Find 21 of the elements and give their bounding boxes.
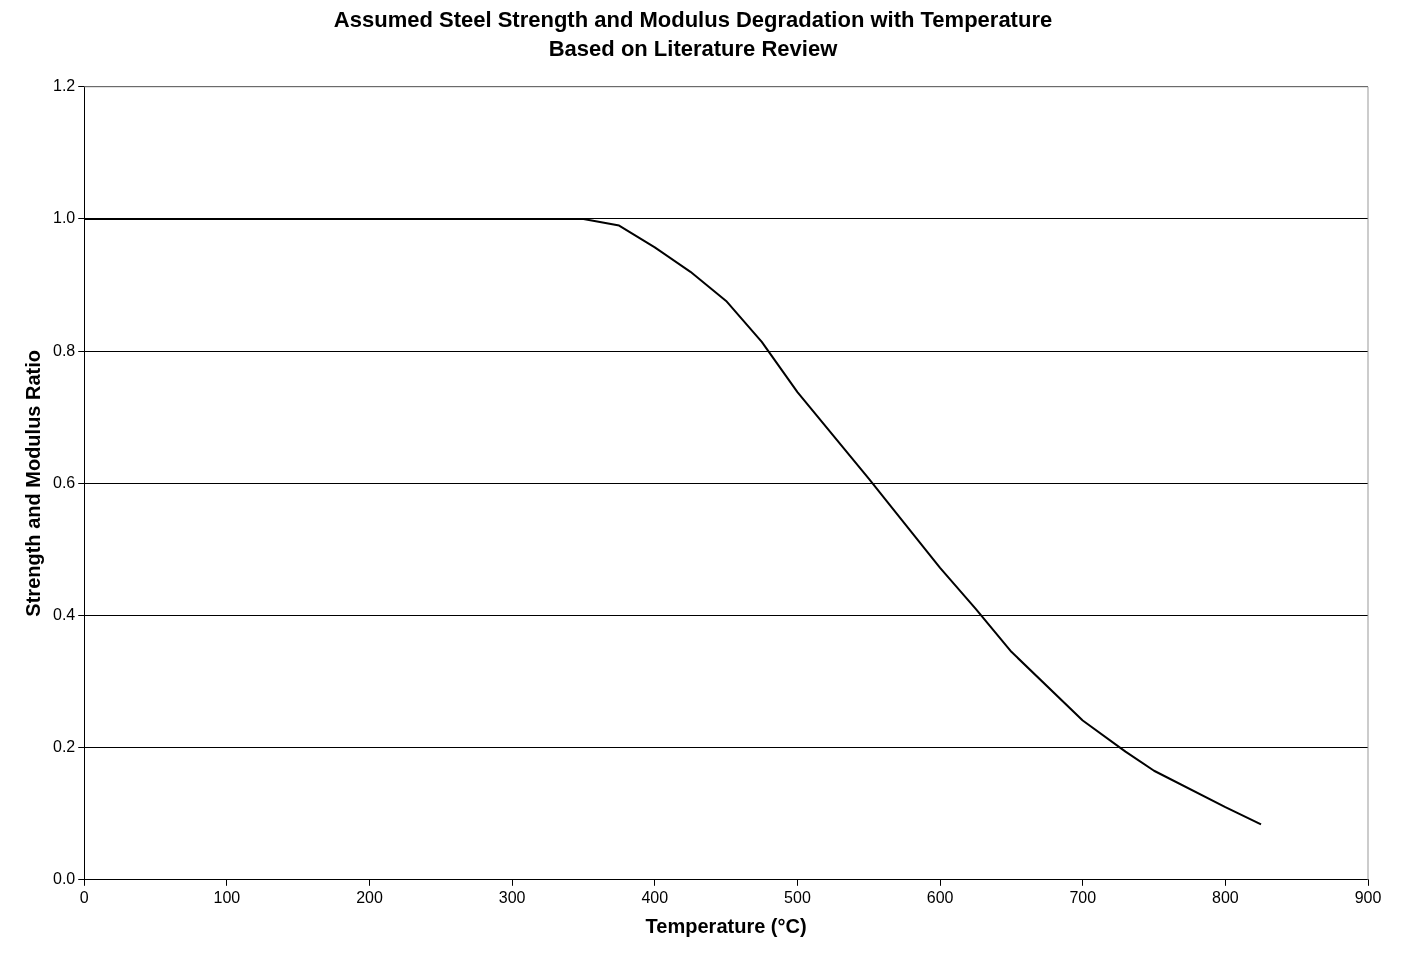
y-tick-label: 1.2 xyxy=(52,77,76,95)
y-tick-label: 0.4 xyxy=(52,605,76,623)
y-axis-title: Strength and Modulus Ratio xyxy=(21,349,44,617)
y-tick-label: 0.8 xyxy=(52,341,76,359)
x-tick-label: 900 xyxy=(1354,888,1382,906)
y-tick-label: 1.0 xyxy=(52,209,76,227)
x-axis-title: Temperature (°C) xyxy=(645,914,807,937)
x-tick-label: 800 xyxy=(1212,888,1239,906)
x-tick-label: 200 xyxy=(356,888,383,906)
y-tick-label: 0.2 xyxy=(52,738,76,756)
x-tick-label: 0 xyxy=(79,888,89,906)
x-tick-label: 300 xyxy=(498,888,526,906)
chart-subtitle: Based on Literature Review xyxy=(548,35,839,61)
chart-title: Assumed Steel Strength and Modulus Degradation with Temperature xyxy=(333,7,1053,33)
x-tick-label: 100 xyxy=(213,888,241,906)
x-tick-label: 600 xyxy=(926,888,954,906)
x-tick-label: 700 xyxy=(1069,888,1097,906)
x-tick-label: 500 xyxy=(784,888,811,906)
y-tick-label: 0.6 xyxy=(52,473,76,491)
x-tick-label: 400 xyxy=(641,888,669,906)
y-tick-label: 0.0 xyxy=(52,870,76,888)
